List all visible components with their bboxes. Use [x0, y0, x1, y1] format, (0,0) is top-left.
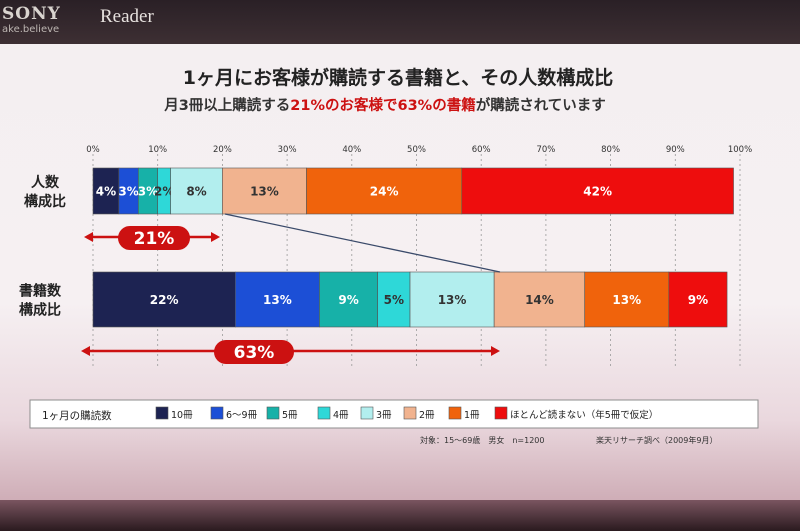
bar-segment: [92, 271, 236, 328]
annotation-63: 63%: [81, 340, 500, 364]
legend-swatch: [266, 406, 280, 420]
legend-swatch: [210, 406, 224, 420]
x-axis-ticks: 0% 10% 20% 30% 40% 50% 60% 70% 80% 90% 100%: [86, 145, 752, 155]
bar-segment: [409, 271, 495, 328]
data-label: 13%: [250, 185, 279, 199]
tick-label: 10%: [148, 145, 167, 155]
category-label-line: 構成比: [24, 193, 66, 210]
legend-swatch: [494, 406, 508, 420]
legend-label: 6～9冊: [226, 410, 258, 421]
data-label: 2%: [154, 185, 174, 199]
footnote-sample: 対象：15～69歳 男女 n=1200: [420, 435, 545, 445]
tick-label: 50%: [407, 145, 426, 155]
legend-swatch: [155, 406, 169, 420]
bar-segment: [377, 271, 411, 328]
brand-tagline: ake.believe: [2, 24, 60, 35]
legend-label: 1冊: [464, 410, 480, 421]
legend-label: 3冊: [376, 410, 392, 421]
category-label: 人数構成比: [24, 174, 66, 210]
legend: 1ヶ月の購読数 10冊 6～9冊 5冊 4冊 3冊 2冊 1冊 ほとんど読まない（年5冊で仮定…: [29, 399, 759, 429]
legend-label: 4冊: [333, 410, 349, 421]
footnote-source: 楽天リサーチ調べ（2009年9月）: [596, 435, 717, 445]
tick-label: 0%: [86, 145, 100, 155]
tick-label: 40%: [342, 145, 361, 155]
category-label-line: 書籍数: [19, 283, 62, 300]
arrow-21-right-head: [211, 232, 220, 242]
bar-segment: [306, 167, 463, 215]
badge-21: [118, 226, 190, 250]
legend-title: 1ヶ月の購読数: [42, 409, 112, 422]
brand-bar: SONY ake.believe Reader: [0, 0, 800, 44]
data-label: 3%: [138, 185, 158, 199]
legend-label: ほとんど読まない（年5冊で仮定）: [510, 409, 658, 421]
tick-label: 20%: [213, 145, 232, 155]
legend-swatch: [403, 406, 417, 420]
arrow-63-left-head: [81, 346, 90, 356]
data-label: 42%: [583, 185, 612, 199]
legend-label: 2冊: [419, 410, 435, 421]
subtitle-part1: 月3冊以上購読する: [163, 96, 290, 114]
data-label: 13%: [438, 293, 467, 307]
bar-segment: [319, 271, 378, 328]
tick-label: 30%: [278, 145, 297, 155]
category-label: 書籍数構成比: [19, 283, 62, 319]
bar-segment: [222, 167, 307, 215]
tick-label: 60%: [472, 145, 491, 155]
legend-swatch: [448, 406, 462, 420]
reader-logo: Reader: [100, 6, 154, 27]
annotation-21: 21%: [84, 226, 220, 250]
data-label: 13%: [263, 293, 292, 307]
data-label: 9%: [338, 293, 358, 307]
tick-label: 70%: [536, 145, 555, 155]
badge-63: [214, 340, 294, 364]
category-label-line: 人数: [31, 174, 60, 191]
subtitle-highlight: 21%のお客様で63%の書籍: [290, 96, 475, 114]
projection-bottom-edge: [0, 500, 800, 531]
bar-segment: [92, 167, 120, 215]
arrow-63-right-head: [491, 346, 500, 356]
data-label: 13%: [612, 293, 641, 307]
legend-box: [29, 399, 759, 429]
bar-segment: [235, 271, 320, 328]
data-label: 9%: [688, 293, 708, 307]
chart-title: 1ヶ月にお客様が購読する書籍と、その人数構成比: [183, 66, 613, 89]
data-label: 22%: [150, 293, 179, 307]
badge-63-label: 63%: [234, 343, 275, 363]
legend-swatch: [360, 406, 374, 420]
legend-swatch: [317, 406, 331, 420]
data-label: 14%: [525, 293, 554, 307]
tick-label: 100%: [728, 145, 752, 155]
bar-segment: [170, 167, 223, 215]
bar-segment: [668, 271, 728, 328]
subtitle-part3: が購読されています: [476, 96, 606, 114]
badge-21-label: 21%: [134, 229, 175, 249]
chart-subtitle: 月3冊以上購読する21%のお客様で63%の書籍が購読されています: [163, 96, 606, 114]
data-label: 24%: [370, 185, 399, 199]
legend-label: 10冊: [171, 410, 193, 421]
sony-logo: SONY: [2, 4, 61, 24]
data-label: 8%: [186, 185, 206, 199]
data-label: 5%: [384, 293, 404, 307]
bar-segment: [493, 271, 586, 328]
tick-label: 90%: [666, 145, 685, 155]
bar-segment: [461, 167, 734, 215]
arrow-21-left-head: [84, 232, 93, 242]
category-label-line: 構成比: [19, 302, 61, 319]
legend-label: 5冊: [282, 410, 298, 421]
data-label: 4%: [96, 185, 116, 199]
tick-label: 80%: [601, 145, 620, 155]
data-label: 3%: [118, 185, 138, 199]
legend-items: 10冊 6～9冊 5冊 4冊 3冊 2冊 1冊 ほとんど読まない（年5冊で仮定）: [155, 406, 658, 421]
connector-line: [224, 213, 501, 273]
bar-segments: 4% 3% 3%2% 8% 13% 24% 42%22% 13% 9% 5% 13% 14% 13% 9%: [92, 167, 734, 328]
